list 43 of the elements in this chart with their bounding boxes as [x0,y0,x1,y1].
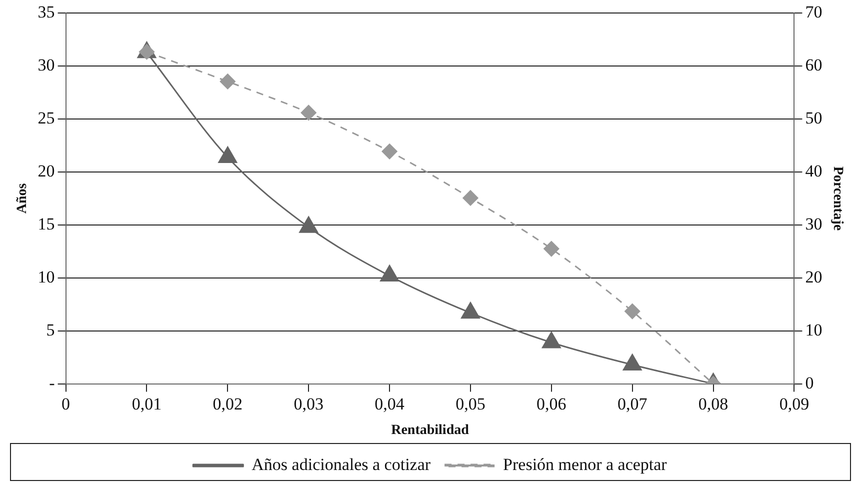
legend-label: Años adicionales a cotizar [252,454,431,474]
point [218,146,238,163]
x-axis-title: Rentabilidad [391,423,470,438]
y-axis-title: Años [15,182,30,214]
x-tick-label: 0,07 [617,394,648,414]
point [462,190,478,206]
y2-tick-label: 40 [805,161,822,180]
y-tick-label: 35 [38,2,55,22]
point [542,332,561,348]
y2-axis-title: Porcentaje [830,166,845,231]
y-tick-label: 10 [38,267,55,286]
y-tick-label: 30 [38,56,55,75]
point [380,265,399,282]
point [220,74,236,90]
y2-tick-label: 10 [805,320,822,340]
y-tick-label: 25 [38,108,55,128]
y-tick-label: 20 [38,161,55,180]
point [544,241,560,257]
y2-tick-label: 50 [805,108,822,128]
y-tick-label: 15 [38,214,55,234]
x-tick-label: 0,06 [536,394,566,414]
y2-tick-label: 60 [805,56,822,75]
legend-label: Presión menor a aceptar [503,454,668,474]
y2-tick-label: 30 [805,214,822,234]
x-tick-label: 0,01 [132,394,162,414]
point [382,144,398,160]
x-tick-label: 0,03 [294,394,324,414]
point [624,304,640,320]
y2-tick-label: 70 [805,2,822,22]
y2-tick-label: 0 [805,373,814,392]
x-tick-label: 0,05 [456,394,486,414]
point [300,104,316,120]
x-tick-label: 0,02 [212,394,243,414]
x-tick-label: 0,04 [374,394,405,414]
y-tick-label: - [49,373,56,392]
point [299,216,318,233]
x-tick-label: 0,09 [779,394,810,414]
x-tick-label: 0 [62,394,70,414]
x-tick-label: 0,08 [698,394,728,414]
y-tick-label: 5 [46,320,55,340]
y2-tick-label: 20 [805,267,822,286]
point [622,354,642,370]
point [461,302,480,319]
